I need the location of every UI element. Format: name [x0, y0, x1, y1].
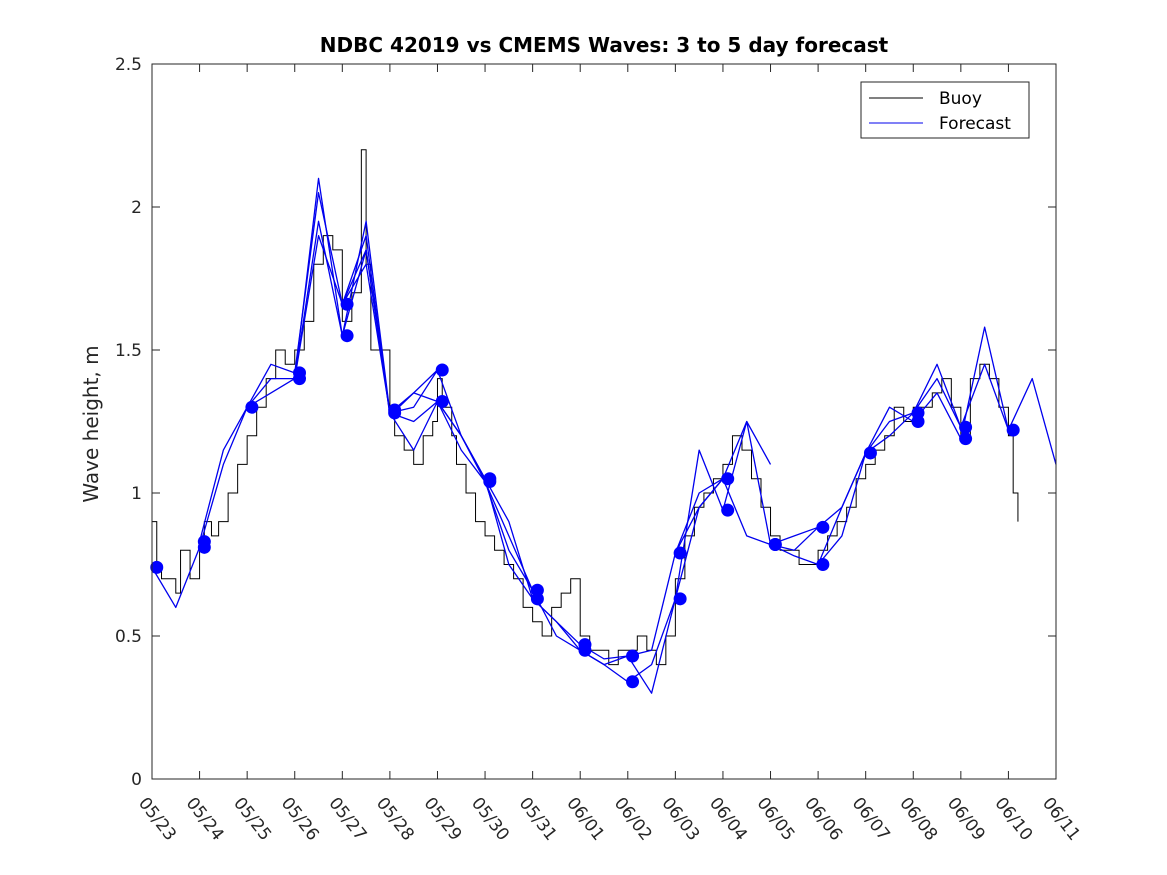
forecast-marker: [959, 432, 973, 446]
forecast-marker: [245, 400, 259, 414]
forecast-marker: [816, 558, 830, 571]
forecast-marker: [959, 420, 973, 434]
y-tick-label: 0.5: [115, 627, 142, 647]
plot-lines: [150, 149, 1057, 694]
forecast-marker: [816, 520, 830, 534]
legend: Buoy Forecast: [860, 81, 1030, 139]
forecast-marker: [483, 475, 497, 489]
forecast-marker: [1006, 423, 1020, 437]
forecast-marker: [911, 415, 925, 428]
legend-label-1: Forecast: [939, 114, 1011, 134]
legend-box: [860, 81, 1030, 139]
plot-frame: [151, 63, 1057, 780]
forecast-marker: [768, 537, 782, 551]
forecast-marker: [340, 297, 354, 311]
forecast-marker: [721, 503, 735, 517]
forecast-marker: [863, 446, 877, 460]
y-axis-label: Wave height, m: [79, 345, 103, 502]
forecast-marker: [292, 372, 306, 386]
forecast-marker: [388, 406, 402, 420]
forecast-marker: [340, 329, 354, 343]
y-tick-label: 2: [131, 198, 142, 218]
forecast-marker: [197, 540, 211, 554]
forecast-run-6: [484, 478, 724, 694]
forecast-marker: [435, 394, 449, 408]
forecast-marker: [673, 592, 687, 606]
y-tick-label: 1.5: [115, 341, 142, 361]
forecast-marker: [721, 472, 735, 486]
legend-label-0: Buoy: [939, 89, 982, 109]
forecast-run-3: [294, 234, 534, 591]
y-tick-label: 1: [131, 484, 142, 504]
y-tick-label: 0: [131, 770, 142, 790]
forecast-marker: [578, 643, 592, 657]
forecast-marker: [530, 592, 544, 606]
y-tick-label: 2.5: [115, 55, 142, 75]
chart-title: NDBC 42019 vs CMEMS Waves: 3 to 5 day fo…: [320, 33, 889, 57]
forecast-marker: [435, 363, 449, 377]
forecast-marker: [626, 675, 640, 689]
forecast-marker: [673, 546, 687, 560]
forecast-marker: [626, 649, 640, 663]
forecast-marker: [150, 560, 164, 574]
